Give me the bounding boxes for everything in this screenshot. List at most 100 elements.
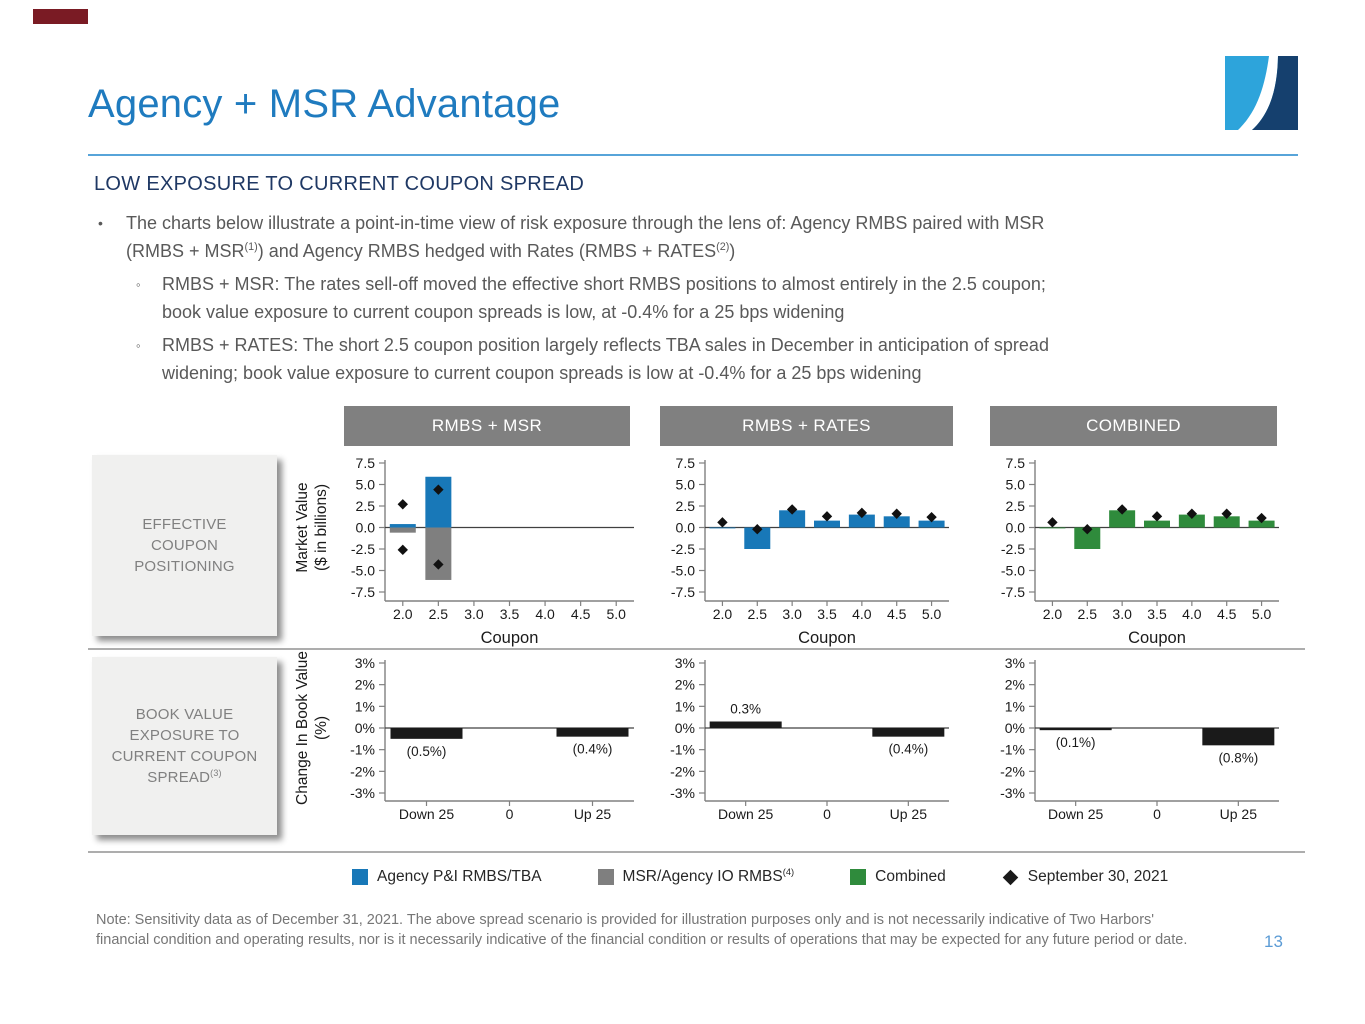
svg-text:-7.5: -7.5 <box>1001 584 1025 600</box>
svg-text:4.5: 4.5 <box>887 606 907 622</box>
svg-text:Coupon: Coupon <box>798 629 856 647</box>
sub-bullet-text: RMBS + MSR: The rates sell-off moved the… <box>162 274 1046 322</box>
row-label-book-value-exposure: BOOK VALUE EXPOSURE TO CURRENT COUPON SPREA… <box>92 657 277 835</box>
svg-text:-5.0: -5.0 <box>671 563 695 579</box>
svg-text:4.0: 4.0 <box>852 606 872 622</box>
svg-text:5.0: 5.0 <box>922 606 942 622</box>
svg-text:2.0: 2.0 <box>713 606 733 622</box>
svg-text:-2%: -2% <box>670 763 695 779</box>
svg-text:(0.8%): (0.8%) <box>1218 750 1258 765</box>
svg-text:0.0: 0.0 <box>356 520 376 536</box>
svg-text:Down 25: Down 25 <box>399 806 454 822</box>
svg-text:Coupon: Coupon <box>481 629 539 647</box>
bullet-text: The charts below illustrate a point-in-t… <box>126 213 1045 261</box>
svg-text:-2.5: -2.5 <box>671 541 695 557</box>
footnote: Note: Sensitivity data as of December 31… <box>96 912 1188 948</box>
svg-text:1%: 1% <box>355 698 375 714</box>
svg-text:-2.5: -2.5 <box>1001 541 1025 557</box>
svg-text:2.0: 2.0 <box>1043 606 1063 622</box>
sub-bullet-item: ◦ RMBS + RATES: The short 2.5 coupon pos… <box>132 332 1276 387</box>
panel-header-combined: COMBINED <box>990 406 1277 446</box>
chart-combined-book-value: 3% 2% 1% 0% -1% -2% -3% Down 25 0 Up 25 (0.1%) (0.8… <box>1000 655 1279 822</box>
svg-text:-7.5: -7.5 <box>671 584 695 600</box>
svg-text:5.0: 5.0 <box>606 606 626 622</box>
svg-text:0%: 0% <box>1005 720 1025 736</box>
chart-rmbs-msr-coupon-positioning: 7.5 5.0 2.5 0.0 -2.5 -5.0 -7.5 2.0 2.5 3.0 3.5 4.0 4… <box>294 455 634 647</box>
section-heading: LOW EXPOSURE TO CURRENT COUPON SPREAD <box>94 173 585 195</box>
svg-text:3.5: 3.5 <box>817 606 837 622</box>
sub-bullet-item: ◦ RMBS + MSR: The rates sell-off moved t… <box>132 271 1276 326</box>
svg-text:2%: 2% <box>1005 677 1025 693</box>
svg-text:(0.1%): (0.1%) <box>1056 735 1096 750</box>
svg-text:4.0: 4.0 <box>535 606 555 622</box>
svg-text:(0.4%): (0.4%) <box>888 742 928 757</box>
sub-bullet-marker: ◦ <box>136 277 141 292</box>
svg-text:7.5: 7.5 <box>676 455 696 471</box>
svg-text:3%: 3% <box>1005 655 1025 671</box>
svg-text:5.0: 5.0 <box>1252 606 1272 622</box>
row-divider <box>88 648 1305 650</box>
svg-text:-1%: -1% <box>670 742 695 758</box>
legend-item-september-30-2021: September 30, 2021 <box>1002 868 1168 886</box>
chart-legend: Agency P&I RMBS/TBA MSR/Agency IO RMBS(4… <box>352 861 1168 893</box>
chart-rmbs-rates-book-value: 3% 2% 1% 0% -1% -2% -3% Down 25 0 Up 25 0.3% (0.4%) <box>670 655 949 822</box>
legend-item-msr-io: MSR/Agency IO RMBS(4) <box>597 867 794 886</box>
svg-text:(0.4%): (0.4%) <box>573 742 613 757</box>
svg-text:Up 25: Up 25 <box>890 806 928 822</box>
bullet-marker: • <box>98 215 103 231</box>
svg-text:2.5: 2.5 <box>1006 498 1026 514</box>
svg-text:-3%: -3% <box>1000 785 1025 801</box>
svg-text:5.0: 5.0 <box>356 477 376 493</box>
svg-text:2.5: 2.5 <box>429 606 449 622</box>
svg-text:(0.5%): (0.5%) <box>407 744 447 759</box>
svg-text:5.0: 5.0 <box>1006 477 1026 493</box>
gray-square-swatch-icon <box>597 869 614 885</box>
svg-text:2.5: 2.5 <box>748 606 768 622</box>
svg-text:0.0: 0.0 <box>1006 520 1026 536</box>
svg-text:4.0: 4.0 <box>1182 606 1202 622</box>
legend-item-combined: Combined <box>850 868 946 886</box>
svg-text:Coupon: Coupon <box>1128 629 1186 647</box>
svg-text:4.5: 4.5 <box>1217 606 1237 622</box>
chart-rmbs-rates-coupon-positioning: 7.5 5.0 2.5 0.0 -2.5 -5.0 -7.5 2.0 2.5 3.0 3.5 4.0 4… <box>671 455 949 647</box>
panel-header-rmbs-rates: RMBS + RATES <box>660 406 953 446</box>
row-label-effective-coupon-positioning: EFFECTIVE COUPON POSITIONING <box>92 455 277 636</box>
title-rule <box>88 154 1298 156</box>
svg-text:2%: 2% <box>675 677 695 693</box>
svg-text:(%): (%) <box>313 716 330 740</box>
page-title: Agency + MSR Advantage <box>88 82 561 126</box>
sub-bullet-marker: ◦ <box>136 338 141 353</box>
svg-text:7.5: 7.5 <box>1006 455 1026 471</box>
chart-combined-coupon-positioning: 7.5 5.0 2.5 0.0 -2.5 -5.0 -7.5 2.0 2.5 3.0 3.5 4.0 4… <box>1001 455 1279 647</box>
svg-text:3%: 3% <box>675 655 695 671</box>
svg-text:-3%: -3% <box>670 785 695 801</box>
svg-text:-7.5: -7.5 <box>351 584 375 600</box>
svg-text:-5.0: -5.0 <box>1001 563 1025 579</box>
legend-item-agency-rmbs: Agency P&I RMBS/TBA <box>352 868 542 886</box>
svg-text:Up 25: Up 25 <box>574 806 612 822</box>
svg-text:3.5: 3.5 <box>500 606 520 622</box>
svg-text:0: 0 <box>823 806 831 822</box>
sub-bullet-text: RMBS + RATES: The short 2.5 coupon posit… <box>162 335 1049 383</box>
svg-text:Up 25: Up 25 <box>1220 806 1258 822</box>
svg-text:Change In Book Value: Change In Book Value <box>294 651 311 805</box>
svg-text:3.0: 3.0 <box>782 606 802 622</box>
page-number: 13 <box>1264 932 1283 951</box>
svg-text:2.5: 2.5 <box>676 498 696 514</box>
svg-text:-5.0: -5.0 <box>351 563 375 579</box>
svg-text:0%: 0% <box>675 720 695 736</box>
svg-text:2.5: 2.5 <box>1078 606 1098 622</box>
chart-rmbs-msr-book-value: 3% 2% 1% 0% -1% -2% -3% Down 25 0 Up 25 (0.5%) (0.4… <box>294 651 634 822</box>
bullet-list: • The charts below illustrate a point-in… <box>96 210 1276 393</box>
svg-text:2.5: 2.5 <box>356 498 376 514</box>
svg-text:-2.5: -2.5 <box>351 541 375 557</box>
svg-text:4.5: 4.5 <box>571 606 591 622</box>
blue-square-swatch-icon <box>352 869 368 885</box>
svg-text:($ in billions): ($ in billions) <box>313 484 330 571</box>
svg-text:3.0: 3.0 <box>464 606 484 622</box>
svg-text:3.0: 3.0 <box>1112 606 1132 622</box>
black-diamond-marker-icon <box>1002 869 1019 885</box>
svg-text:0%: 0% <box>355 720 375 736</box>
svg-text:7.5: 7.5 <box>356 455 376 471</box>
panel-header-rmbs-msr: RMBS + MSR <box>344 406 630 446</box>
